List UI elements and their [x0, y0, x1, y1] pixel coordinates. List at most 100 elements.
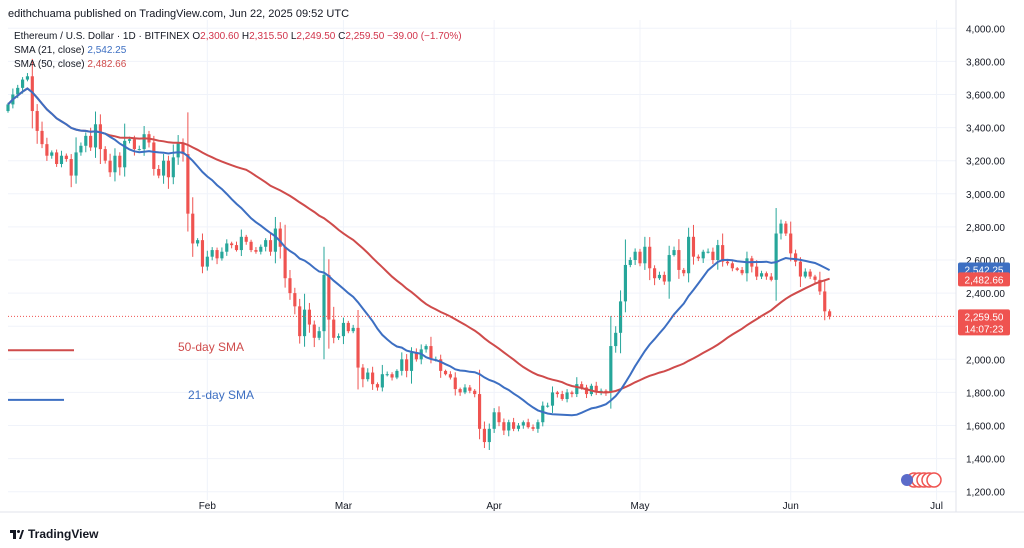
countdown-text: 14:07:23 [965, 324, 1004, 335]
candle-body [356, 327, 360, 368]
candle-body [798, 261, 803, 277]
candle-body [89, 135, 93, 148]
candle-body [390, 374, 394, 378]
y-tick-label: 4,000.00 [966, 24, 1005, 35]
candle-body [293, 293, 297, 307]
candle-body [793, 253, 798, 262]
candle-body [443, 370, 448, 375]
price-label-box [958, 309, 1010, 336]
sma50-line [7, 87, 830, 394]
event-flag-icon [901, 474, 913, 486]
event-markers [901, 472, 942, 488]
candles [6, 58, 832, 451]
candle-body [512, 422, 516, 429]
sma21-value: 2,542.25 [87, 45, 127, 56]
x-tick-label: Apr [486, 501, 502, 512]
y-tick-label: 2,600.00 [966, 256, 1005, 267]
event-marker [926, 472, 942, 488]
candle-body [755, 266, 759, 277]
candle-body [351, 327, 355, 332]
y-tick-label: 1,400.00 [966, 455, 1005, 466]
candle-body [687, 236, 691, 274]
candle-body [701, 251, 705, 259]
candle-body [609, 346, 613, 393]
sma50-legend[interactable]: SMA (50, close) 2,482.66 [14, 59, 126, 70]
candle-body [594, 385, 598, 393]
sma21-annotation: 21-day SMA [188, 388, 254, 402]
candle-body [230, 243, 234, 246]
candle-body [244, 236, 248, 242]
candle-body [477, 394, 482, 429]
candle-body [482, 428, 487, 443]
candle-body [696, 256, 700, 259]
candle-body [502, 422, 506, 431]
candle-body [638, 251, 642, 264]
candle-body [662, 274, 666, 282]
candle-body [653, 268, 657, 279]
candle-body [375, 384, 380, 388]
candle-body [414, 352, 418, 360]
candle-body [200, 240, 205, 267]
candle-body [234, 245, 239, 251]
candle-body [764, 273, 768, 277]
candle-body [429, 346, 433, 360]
candle-body [550, 392, 555, 406]
candle-body [682, 269, 686, 274]
candle-body [580, 384, 584, 388]
candle-body [555, 392, 559, 395]
candle-body [205, 256, 209, 267]
candle-body [759, 273, 764, 277]
candle-body [667, 255, 671, 282]
y-tick-label: 1,200.00 [966, 488, 1005, 499]
candle-body [409, 352, 414, 371]
candle-body [161, 160, 166, 176]
candle-body [400, 359, 404, 371]
candle-body [531, 427, 535, 429]
candle-body [371, 372, 375, 385]
candle-body [186, 154, 190, 214]
candle-body [64, 155, 68, 160]
candle-body [721, 245, 725, 262]
candle-body [813, 276, 817, 280]
y-tick-label: 3,800.00 [966, 57, 1005, 68]
candle-body [317, 331, 321, 338]
candle-body [215, 250, 219, 259]
candle-body [497, 412, 501, 423]
candle-body [16, 87, 20, 95]
candle-body [808, 271, 812, 277]
candle-body [657, 274, 662, 279]
tradingview-logo[interactable]: TradingView [10, 527, 98, 541]
candle-body [59, 155, 64, 164]
candle-body [84, 135, 88, 146]
candle-body [249, 241, 253, 251]
candle-body [273, 228, 277, 252]
candle-body [332, 319, 336, 338]
change-value: −39.00 (−1.70%) [387, 31, 462, 42]
candle-body [823, 291, 827, 312]
candle-body [152, 142, 156, 169]
candle-body [463, 387, 467, 393]
candle-body [711, 251, 715, 260]
candle-body [127, 139, 132, 141]
candle-body [21, 79, 25, 88]
y-tick-label: 3,400.00 [966, 124, 1005, 135]
tradingview-icon [10, 530, 24, 539]
candle-body [769, 276, 773, 280]
candle-body [779, 223, 783, 234]
candle-body [385, 374, 389, 376]
y-tick-label: 2,800.00 [966, 223, 1005, 234]
candle-body [118, 155, 122, 168]
candle-body [40, 130, 44, 145]
candle-body [259, 246, 263, 252]
price-label-text: 2,259.50 [965, 312, 1004, 323]
candle-body [98, 124, 102, 150]
candle-body [312, 324, 316, 338]
candle-body [171, 157, 175, 178]
sma21-legend[interactable]: SMA (21, close) 2,542.25 [14, 45, 126, 56]
candle-body [623, 264, 627, 302]
candle-body [633, 251, 637, 260]
price-label-text: 2,542.25 [965, 266, 1004, 277]
x-tick-label: Jul [930, 501, 943, 512]
